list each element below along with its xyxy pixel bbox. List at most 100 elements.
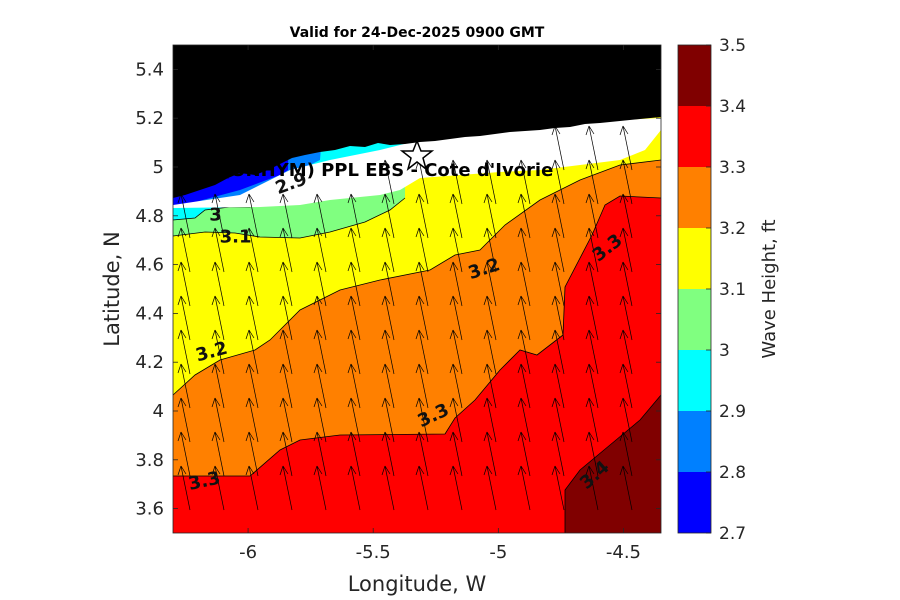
wave-arrow — [415, 261, 429, 307]
plot-area — [172, 44, 662, 534]
wave-arrow — [551, 261, 565, 307]
wave-arrow — [211, 227, 225, 273]
x-tick-label: -6 — [239, 542, 257, 563]
y-tick-label: 4 — [153, 401, 164, 422]
wave-arrow — [619, 295, 633, 341]
wave-arrow — [585, 363, 599, 409]
wave-arrow — [585, 261, 599, 307]
colorbar-segment — [678, 45, 711, 106]
wave-arrow — [619, 125, 633, 171]
contour-label: 3.1 — [220, 227, 252, 248]
wave-arrow — [551, 363, 565, 409]
wave-arrow — [415, 329, 429, 375]
wave-arrow — [177, 329, 191, 375]
wave-arrow — [381, 363, 395, 409]
chart-title: Valid for 24-Dec-2025 0900 GMT — [290, 25, 545, 41]
land-mass — [173, 45, 661, 198]
wave-arrow — [313, 363, 327, 409]
y-tick-label: 5.2 — [135, 108, 164, 129]
y-axis: 3.6 3.8 4 4.2 4.4 4.6 4.8 5 5.2 5.4 — [135, 59, 661, 520]
wave-arrow — [449, 431, 463, 477]
wave-arrow — [619, 363, 633, 409]
wave-arrow — [449, 193, 463, 239]
wave-arrow — [415, 465, 429, 511]
wave-arrow — [517, 363, 531, 409]
wave-arrow — [415, 193, 429, 239]
wave-arrow — [517, 227, 531, 273]
wave-arrow — [483, 363, 497, 409]
wave-arrow — [449, 261, 463, 307]
colorbar-segment — [678, 167, 711, 228]
colorbar-tick-label: 3.4 — [719, 97, 746, 117]
wave-arrow — [245, 329, 259, 375]
wave-arrow — [619, 397, 633, 443]
wave-arrow — [279, 329, 293, 375]
wave-arrow — [313, 193, 327, 239]
contour-label: 3 — [209, 205, 222, 226]
wave-arrow — [415, 397, 429, 443]
x-axis: -6 -5.5 -5 -4.5 — [239, 45, 641, 563]
station-star-icon — [399, 138, 435, 171]
colorbar-tick-label: 3.1 — [719, 280, 746, 300]
x-tick-label: -5 — [489, 542, 507, 563]
wave-arrow — [551, 295, 565, 341]
wave-arrow — [245, 295, 259, 341]
wave-arrow — [517, 295, 531, 341]
wave-arrow — [313, 465, 327, 511]
wave-arrow — [313, 227, 327, 273]
wave-arrow — [449, 295, 463, 341]
colorbar-segment — [678, 350, 711, 411]
wave-arrow — [381, 193, 395, 239]
y-axis-label: Latitude, N — [100, 231, 124, 347]
wave-arrow — [279, 193, 293, 239]
colorbar-tick-label: 3.3 — [719, 158, 746, 178]
wave-arrow — [585, 295, 599, 341]
wave-direction-arrows — [177, 125, 633, 511]
wave-arrow — [585, 125, 599, 171]
wave-arrow — [347, 431, 361, 477]
wave-arrow — [619, 431, 633, 477]
wave-arrow — [381, 431, 395, 477]
wave-arrow — [381, 227, 395, 273]
wave-arrow — [517, 397, 531, 443]
wave-arrow — [517, 465, 531, 511]
y-tick-label: 4.2 — [135, 352, 164, 373]
wave-arrow — [245, 227, 259, 273]
wave-arrow — [381, 397, 395, 443]
wave-arrow — [279, 397, 293, 443]
wave-arrow — [551, 193, 565, 239]
wave-arrow — [483, 261, 497, 307]
station-marker: (ONHYM) PPL EBS - Cote d'Ivorie — [222, 138, 553, 181]
plot-frame — [172, 44, 662, 534]
wave-arrow — [381, 295, 395, 341]
wave-arrow — [415, 227, 429, 273]
colorbar-segment — [678, 289, 711, 350]
wave-arrow — [279, 465, 293, 511]
wave-arrow — [177, 295, 191, 341]
coastal-strip — [173, 118, 661, 208]
wave-arrow — [211, 329, 225, 375]
colorbar-segment — [678, 106, 711, 167]
wave-arrow — [585, 227, 599, 273]
wave-arrow — [619, 193, 633, 239]
wave-arrow — [347, 193, 361, 239]
wave-arrow — [449, 363, 463, 409]
colorbar-tick-label: 2.8 — [719, 463, 746, 483]
colorbar-tick-label: 2.7 — [719, 524, 746, 544]
wave-arrow — [415, 363, 429, 409]
colorbar-tick-label: 3 — [719, 341, 730, 361]
wave-arrow — [245, 431, 259, 477]
wave-arrow — [177, 261, 191, 307]
wave-arrow — [211, 397, 225, 443]
colorbar-tick-label: 2.9 — [719, 402, 746, 422]
wave-arrow — [483, 227, 497, 273]
y-tick-label: 4.8 — [135, 206, 164, 227]
x-axis-label: Longitude, W — [348, 572, 487, 596]
y-tick-label: 3.6 — [135, 499, 164, 520]
wave-arrow — [449, 329, 463, 375]
wave-arrow — [551, 431, 565, 477]
wave-arrow — [313, 329, 327, 375]
wave-arrow — [585, 397, 599, 443]
wave-arrow — [279, 363, 293, 409]
